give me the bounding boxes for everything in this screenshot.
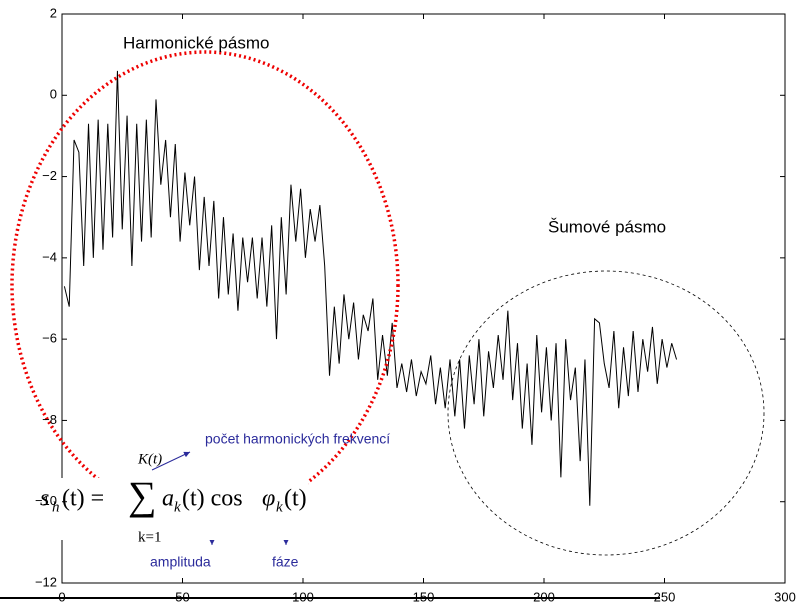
y-tick-label: −12	[35, 574, 57, 589]
y-tick-label: 2	[50, 5, 57, 20]
formula: h	[52, 499, 60, 515]
formula: k	[276, 499, 283, 515]
formula: K(t)	[137, 451, 162, 467]
y-tick-label: −8	[42, 412, 57, 427]
formula: (t)	[284, 486, 307, 512]
annotation: Harmonické pásmo	[123, 33, 269, 52]
noise-circle	[447, 270, 765, 556]
x-tick-label: 250	[654, 589, 676, 604]
formula: k	[174, 499, 181, 515]
formula: k=1	[138, 529, 161, 545]
formula: (t) cos	[182, 486, 243, 512]
x-tick-label: 50	[175, 589, 189, 604]
x-tick-label: 100	[292, 589, 314, 604]
annotation: počet harmonických frekvencí	[205, 431, 390, 447]
arrow	[151, 451, 191, 471]
x-tick-label: 0	[58, 589, 65, 604]
formula: (t) =	[62, 486, 104, 512]
formula: s	[40, 486, 49, 512]
y-tick-label: −2	[42, 168, 57, 183]
formula: a	[162, 486, 174, 512]
formula: ∑	[128, 473, 157, 518]
annotation: Šumové pásmo	[548, 217, 666, 236]
y-tick-label: 0	[50, 87, 57, 102]
annotation: fáze	[272, 554, 299, 570]
annotation: amplituda	[150, 554, 211, 570]
data-line	[63, 70, 678, 506]
y-tick-label: −4	[42, 249, 57, 264]
y-tick-label: −10	[35, 493, 57, 508]
formula: φ	[262, 486, 275, 512]
formula-bg	[38, 478, 308, 540]
x-tick-label: 300	[774, 589, 796, 604]
y-tick-label: −6	[42, 331, 57, 346]
x-tick-label: 150	[413, 589, 435, 604]
x-tick-label: 200	[533, 589, 555, 604]
